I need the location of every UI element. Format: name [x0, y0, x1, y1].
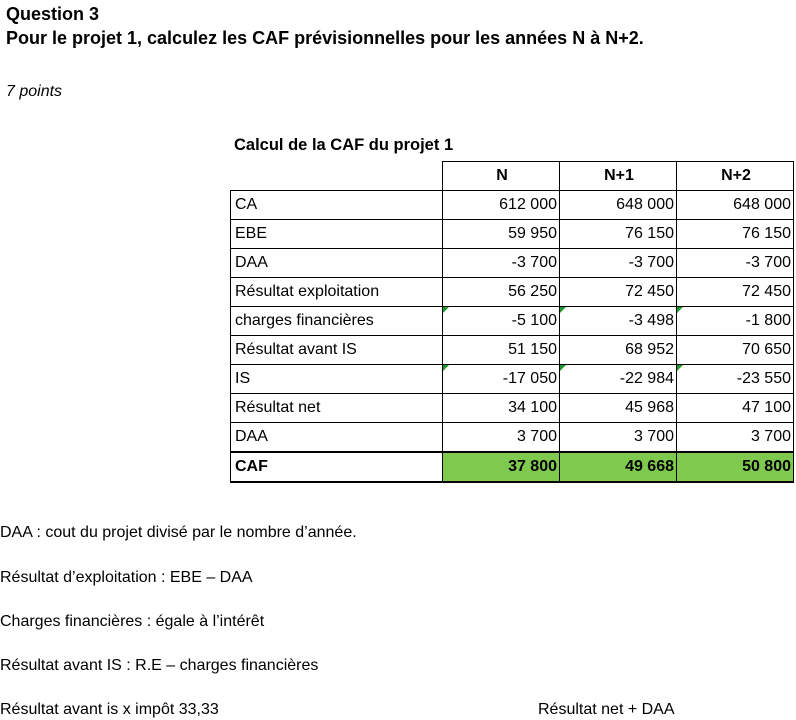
cell-value: 51 150: [442, 335, 560, 365]
cell-value: 70 650: [676, 335, 794, 365]
cell-value: 72 450: [676, 277, 794, 307]
cell-value: -1 800: [676, 306, 794, 336]
cell-text: -22 984: [619, 370, 674, 387]
cell-value: 648 000: [676, 190, 794, 220]
note-caf: Résultat net + DAA: [538, 701, 675, 718]
table-caption: Calcul de la CAF du projet 1: [234, 136, 454, 154]
cell-value: 49 668: [559, 451, 677, 483]
column-header: N: [442, 161, 560, 191]
cell-value: 59 950: [442, 219, 560, 249]
cell-value: 37 800: [442, 451, 560, 483]
table-row: Résultat net 34 100 45 968 47 100: [230, 393, 794, 423]
cell-value: 34 100: [442, 393, 560, 423]
cell-value: -5 100: [442, 306, 560, 336]
comment-marker-icon: [560, 365, 566, 371]
table-row: Résultat avant IS 51 150 68 952 70 650: [230, 335, 794, 365]
points-label: 7 points: [6, 83, 63, 100]
row-label: CAF: [230, 451, 443, 483]
cell-value: 72 450: [559, 277, 677, 307]
cell-value: 3 700: [559, 422, 677, 453]
column-header: N+2: [676, 161, 794, 191]
cell-value: 76 150: [559, 219, 677, 249]
table-row: DAA -3 700 -3 700 -3 700: [230, 248, 794, 278]
cell-value: 3 700: [442, 422, 560, 453]
caf-table: N N+1 N+2 CA 612 000 648 000 648 000 EBE…: [230, 161, 794, 483]
row-label: CA: [230, 190, 443, 220]
row-label: DAA: [230, 422, 443, 453]
cell-value: 612 000: [442, 190, 560, 220]
cell-value: -22 984: [559, 364, 677, 394]
row-label: charges financières: [230, 306, 443, 336]
cell-text: -1 800: [745, 312, 791, 329]
column-header: N+1: [559, 161, 677, 191]
cell-value: -3 700: [442, 248, 560, 278]
cell-value: -3 700: [676, 248, 794, 278]
question-title: Question 3: [6, 4, 100, 24]
cell-value: -3 498: [559, 306, 677, 336]
table-row: EBE 59 950 76 150 76 150: [230, 219, 794, 249]
comment-marker-icon: [677, 365, 683, 371]
row-label: Résultat avant IS: [230, 335, 443, 365]
cell-value: 3 700: [676, 422, 794, 453]
table-row: charges financières -5 100 -3 498 -1 800: [230, 306, 794, 336]
cell-value: 76 150: [676, 219, 794, 249]
row-label: DAA: [230, 248, 443, 278]
cell-value: 648 000: [559, 190, 677, 220]
cell-value: 56 250: [442, 277, 560, 307]
comment-marker-icon: [677, 307, 683, 313]
row-label: Résultat exploitation: [230, 277, 443, 307]
cell-text: -5 100: [511, 312, 557, 329]
question-text: Pour le projet 1, calculez les CAF prévi…: [6, 28, 644, 48]
cell-text: -3 498: [628, 312, 674, 329]
note-resultat-avant-is: Résultat avant IS : R.E – charges financ…: [0, 657, 319, 674]
table-row: CA 612 000 648 000 648 000: [230, 190, 794, 220]
cell-value: 68 952: [559, 335, 677, 365]
table-row: DAA 3 700 3 700 3 700: [230, 422, 794, 453]
cell-value: 47 100: [676, 393, 794, 423]
table-row: IS -17 050 -22 984 -23 550: [230, 364, 794, 394]
row-label: Résultat net: [230, 393, 443, 423]
note-charges-financieres: Charges financières : égale à l’intérêt: [0, 613, 265, 630]
cell-value: 50 800: [676, 451, 794, 483]
cell-text: -17 050: [502, 370, 557, 387]
note-daa: DAA : cout du projet divisé par le nombr…: [0, 524, 357, 541]
cell-value: -3 700: [559, 248, 677, 278]
comment-marker-icon: [443, 307, 449, 313]
table-header-row: N N+1 N+2: [230, 161, 794, 191]
comment-marker-icon: [443, 365, 449, 371]
comment-marker-icon: [560, 307, 566, 313]
row-label: EBE: [230, 219, 443, 249]
cell-text: -23 550: [736, 370, 791, 387]
note-is: Résultat avant is x impôt 33,33: [0, 701, 219, 718]
cell-value: -17 050: [442, 364, 560, 394]
row-label: IS: [230, 364, 443, 394]
table-row: Résultat exploitation 56 250 72 450 72 4…: [230, 277, 794, 307]
caf-total-row: CAF 37 800 49 668 50 800: [230, 451, 794, 483]
cell-value: 45 968: [559, 393, 677, 423]
note-resultat-exploitation: Résultat d’exploitation : EBE – DAA: [0, 569, 253, 586]
cell-value: -23 550: [676, 364, 794, 394]
header-blank-cell: [230, 161, 443, 191]
